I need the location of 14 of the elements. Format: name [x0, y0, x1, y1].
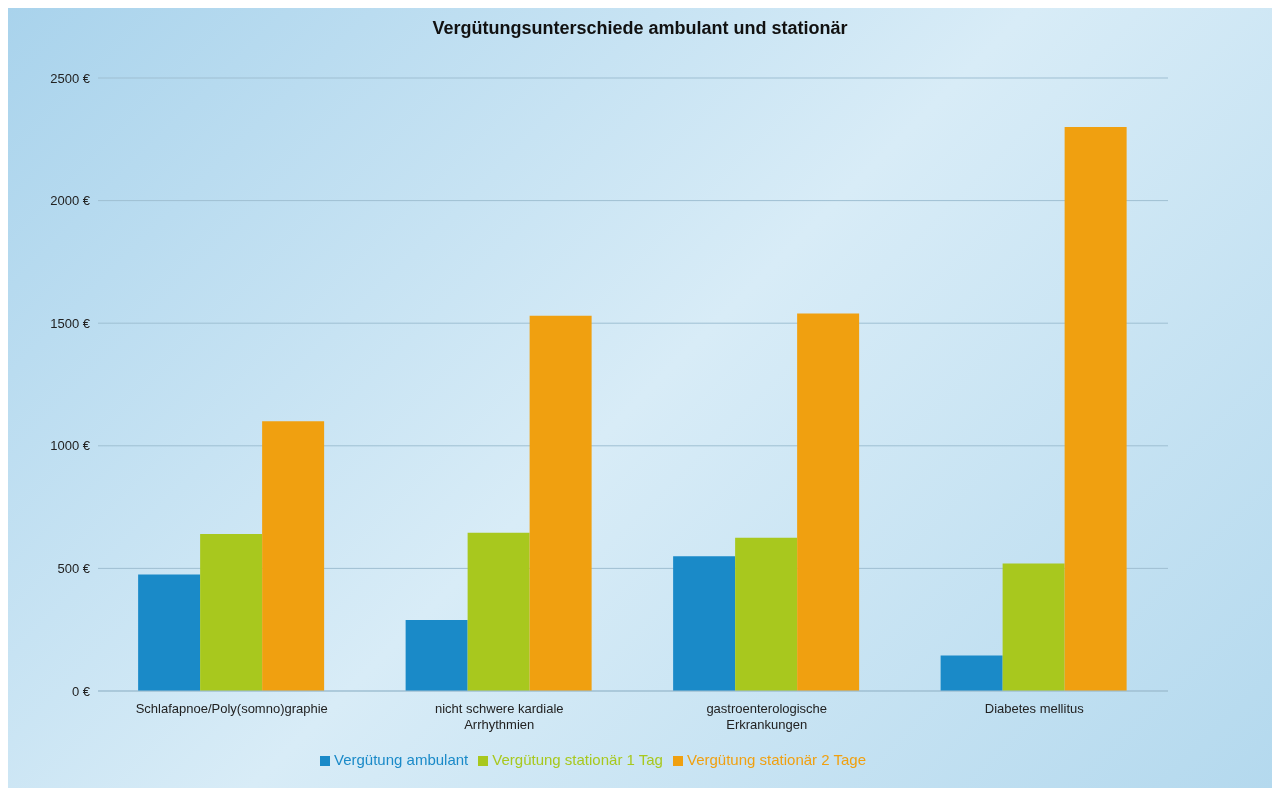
y-tick-label: 2000 €	[50, 193, 91, 209]
y-tick-label: 2500 €	[50, 70, 91, 86]
legend-label: Vergütung stationär 2 Tage	[686, 751, 866, 768]
y-tick-label: 1000 €	[50, 438, 91, 454]
x-tick-label: gastroenterologische Erkrankungen	[706, 701, 828, 732]
x-tick-label: nicht schwere kardiale Arrhythmien	[434, 701, 564, 732]
chart-title: Vergütungsunterschiede ambulant und stationär	[431, 18, 849, 39]
y-tick-label: 500 €	[57, 561, 91, 577]
legend-label: Vergütung stationär 1 Tag	[492, 751, 663, 768]
legend-label: Vergütung ambulant	[334, 751, 469, 768]
y-tick-label: 0 €	[71, 683, 91, 699]
x-tick-label: Diabetes mellitus	[984, 701, 1085, 716]
y-tick-label: 1500 €	[50, 315, 91, 331]
x-tick-label: Schlafapnoe/Poly(somno)graphie	[135, 701, 328, 716]
